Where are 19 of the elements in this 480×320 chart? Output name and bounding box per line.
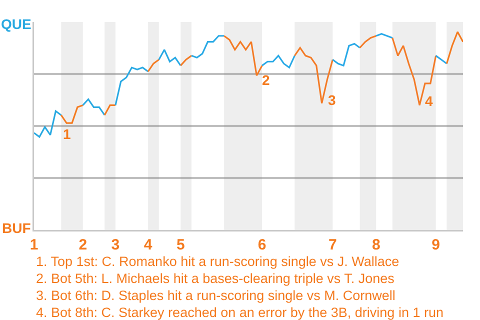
- annotation: 4: [425, 93, 433, 109]
- x-tick-label: 7: [328, 236, 337, 254]
- x-tick-label: 2: [78, 236, 88, 254]
- annotation: 3: [328, 92, 336, 108]
- text: 4. Bot 8th: C. Starkey reached on an error by the 3B, driving in 1 run: [36, 305, 444, 320]
- annotation: 2: [262, 72, 270, 88]
- annotation: 1: [63, 126, 71, 142]
- x-tick-label: 4: [144, 236, 153, 254]
- x-tick-label: 6: [258, 236, 266, 254]
- text: BUF: [2, 220, 32, 236]
- text: 1. Top 1st: C. Romanko hit a run-scoring single vs J. Wallace: [36, 254, 400, 269]
- x-tick-label: 1: [30, 236, 38, 254]
- x-tick-label: 9: [432, 236, 440, 254]
- x-tick-label: 5: [176, 236, 185, 254]
- x-tick-label: 8: [372, 236, 380, 254]
- x-tick-label: 3: [111, 236, 120, 254]
- text: 2. Bot 5th: L. Michaels hit a bases-clearing triple vs T. Jones: [36, 271, 395, 286]
- text: 3. Bot 6th: D. Staples hit a run-scoring single vs M. Cornwell: [36, 288, 396, 303]
- text: QUE: [1, 16, 32, 32]
